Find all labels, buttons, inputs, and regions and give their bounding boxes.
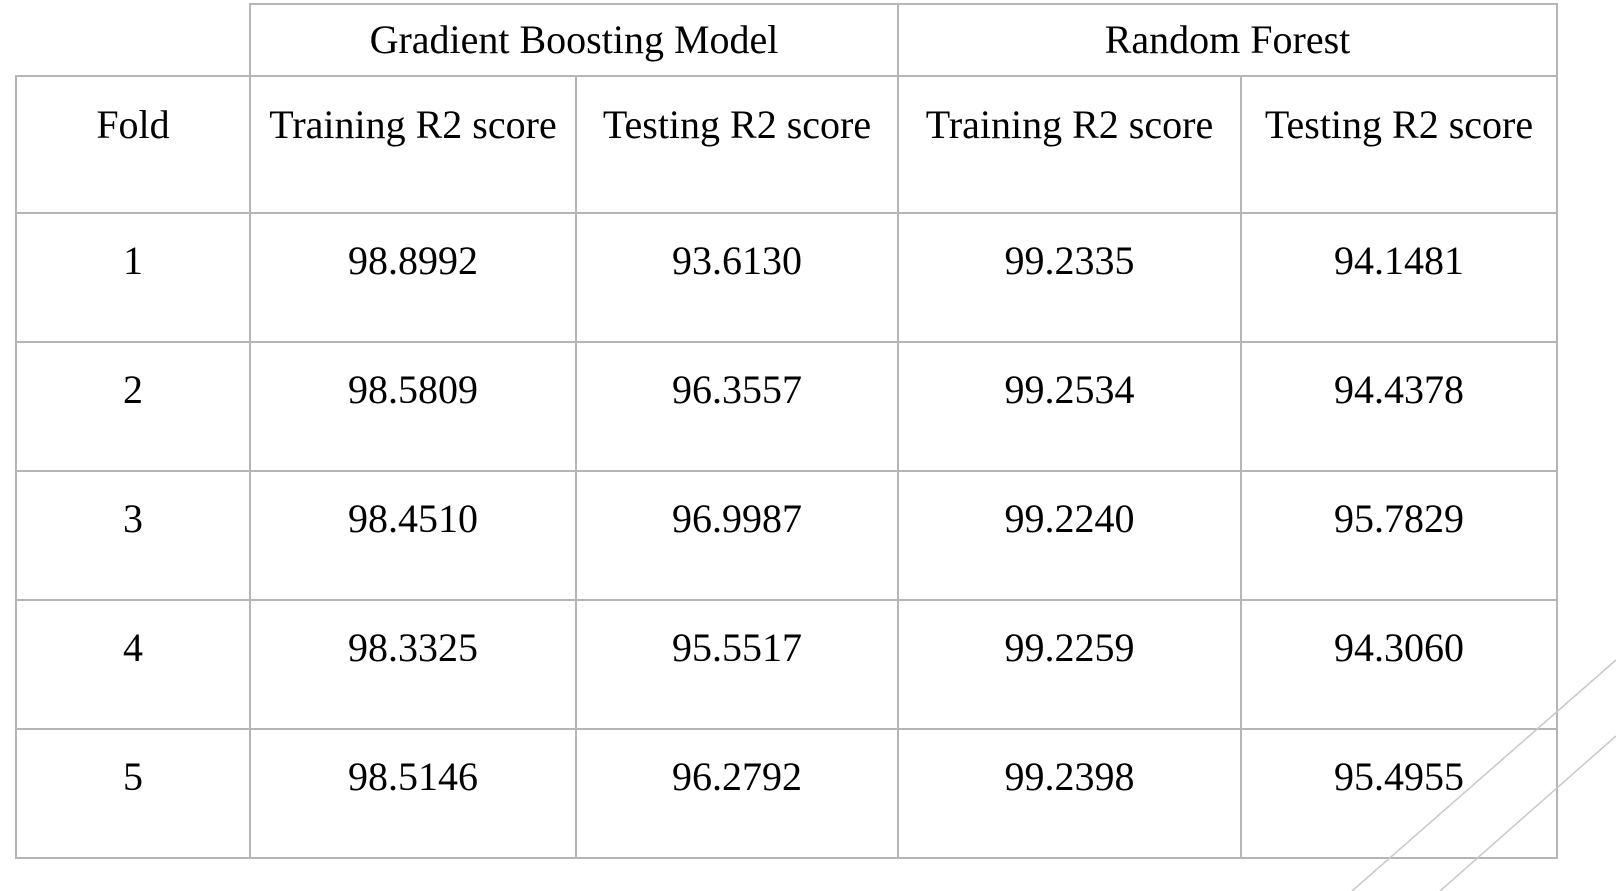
gbm-training-cell: 98.5809 <box>249 341 577 472</box>
gbm-training-cell: 98.8992 <box>249 212 577 343</box>
column-header-rf-testing: Testing R2 score <box>1240 75 1558 214</box>
rf-training-cell: 99.2534 <box>897 341 1242 472</box>
column-header-gbm-training: Training R2 score <box>249 75 577 214</box>
rf-testing-cell: 94.1481 <box>1240 212 1558 343</box>
rf-training-cell: 99.2259 <box>897 599 1242 730</box>
group-header-random-forest: Random Forest <box>897 3 1558 77</box>
column-header-gbm-testing: Testing R2 score <box>575 75 899 214</box>
gbm-training-cell: 98.5146 <box>249 728 577 859</box>
gbm-testing-cell: 96.9987 <box>575 470 899 601</box>
rf-training-cell: 99.2240 <box>897 470 1242 601</box>
fold-cell: 1 <box>15 212 251 343</box>
fold-cell: 3 <box>15 470 251 601</box>
rf-testing-cell: 95.7829 <box>1240 470 1558 601</box>
gbm-testing-cell: 96.3557 <box>575 341 899 472</box>
column-header-rf-training: Training R2 score <box>897 75 1242 214</box>
rf-training-cell: 99.2398 <box>897 728 1242 859</box>
rf-testing-cell: 94.3060 <box>1240 599 1558 730</box>
column-header-fold: Fold <box>15 75 251 214</box>
gbm-testing-cell: 95.5517 <box>575 599 899 730</box>
fold-cell: 4 <box>15 599 251 730</box>
fold-cell: 2 <box>15 341 251 472</box>
fold-cell: 5 <box>15 728 251 859</box>
group-header-gradient-boosting: Gradient Boosting Model <box>249 3 899 77</box>
gbm-training-cell: 98.4510 <box>249 470 577 601</box>
rf-testing-cell: 95.4955 <box>1240 728 1558 859</box>
gbm-testing-cell: 96.2792 <box>575 728 899 859</box>
gbm-testing-cell: 93.6130 <box>575 212 899 343</box>
gbm-training-cell: 98.3325 <box>249 599 577 730</box>
rf-training-cell: 99.2335 <box>897 212 1242 343</box>
rf-testing-cell: 94.4378 <box>1240 341 1558 472</box>
